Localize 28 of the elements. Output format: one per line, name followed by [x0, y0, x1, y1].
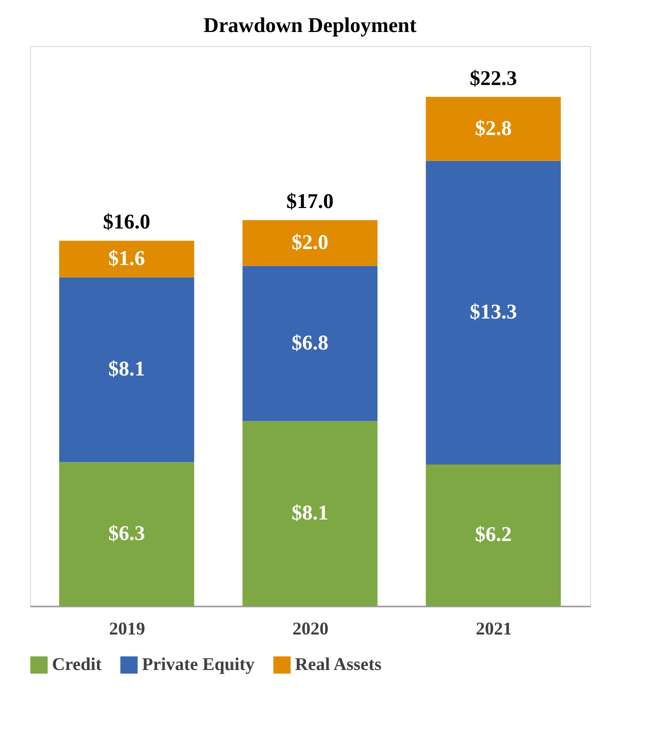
total-label: $22.3 — [470, 66, 517, 90]
legend-label: Private Equity — [142, 654, 254, 674]
bar — [426, 464, 561, 606]
bar — [242, 220, 378, 266]
total-label: $16.0 — [103, 210, 150, 234]
data-label: $1.6 — [108, 246, 146, 270]
data-label: $6.3 — [108, 521, 146, 546]
legend-label: Credit — [52, 654, 102, 674]
bar — [242, 266, 378, 422]
x-tick-label: 2020 — [292, 618, 328, 638]
bar — [59, 277, 194, 462]
bar — [426, 96, 561, 161]
x-tick-label: 2021 — [476, 618, 512, 638]
chart-title: Drawdown Deployment — [204, 13, 416, 37]
bar — [59, 462, 194, 606]
bar — [242, 421, 378, 606]
data-label: $8.1 — [292, 500, 328, 525]
data-label: $8.1 — [108, 356, 146, 381]
data-label: $6.8 — [292, 330, 328, 354]
x-tick-label: 2019 — [109, 618, 146, 638]
data-label: $13.3 — [470, 300, 517, 324]
total-label: $17.0 — [286, 189, 334, 214]
data-label: $2.8 — [474, 116, 512, 140]
data-label: $2.0 — [292, 230, 328, 254]
bar — [59, 240, 194, 278]
legend-label: Real Assets — [295, 654, 382, 674]
bar — [426, 160, 561, 464]
data-label: $6.2 — [474, 522, 512, 546]
